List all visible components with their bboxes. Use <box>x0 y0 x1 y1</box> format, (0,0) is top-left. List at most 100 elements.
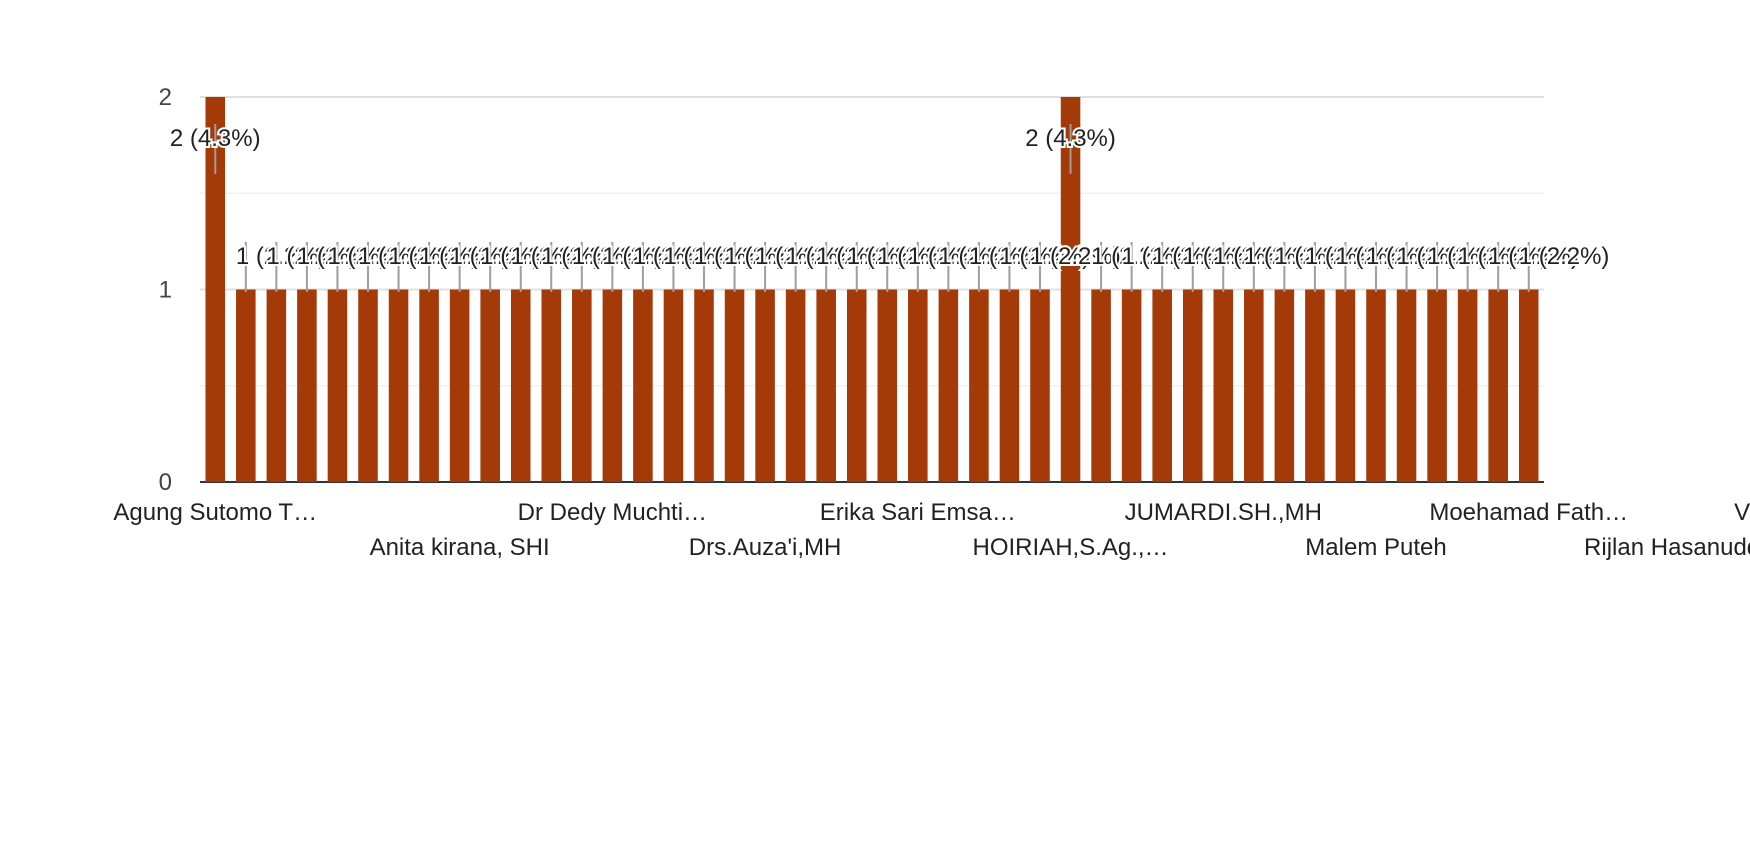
data-label: 1 (2.2%) <box>908 243 999 270</box>
bar <box>1305 289 1325 482</box>
bar <box>1457 289 1478 482</box>
data-label: 1 (2.2%) <box>1458 243 1549 270</box>
data-label: 1 (2.2%) <box>847 243 938 270</box>
bar <box>1396 289 1417 482</box>
bar <box>205 97 226 482</box>
bar <box>1366 289 1386 482</box>
data-label: 1 (2.2%) <box>877 243 968 270</box>
y-tick-label: 1 <box>159 277 172 304</box>
data-label: 1 (2.2%) <box>1397 243 1488 270</box>
data-label: 1 (2.2%) <box>266 243 357 270</box>
y-tick-label: 0 <box>159 469 172 496</box>
bar <box>388 289 409 482</box>
data-label: 1 (2.2%) <box>236 243 327 270</box>
x-axis-categories: Agung Sutomo T… Anita kirana, SHI Dr Dedy … <box>113 499 1750 561</box>
bar <box>1152 289 1172 482</box>
x-category-label: Moehamad Fath… <box>1429 499 1628 526</box>
bar <box>1030 289 1050 482</box>
data-label: 1 (2.2%) <box>1183 243 1274 270</box>
x-category-label: JUMARDI.SH.,MH <box>1125 499 1322 526</box>
x-category-label: Agung Sutomo T… <box>113 499 317 526</box>
data-label: 1 (2.2%) <box>511 243 602 270</box>
data-label: 1 (2.2%) <box>663 243 754 270</box>
bar <box>1060 97 1081 482</box>
bar <box>1121 289 1142 482</box>
data-label: 1 (2.2%) <box>1305 243 1396 270</box>
x-category-label: Drs.Auza'i,MH <box>689 534 842 561</box>
bar <box>663 289 684 482</box>
bar <box>419 289 439 482</box>
data-label: 1 (2.2%) <box>786 243 877 270</box>
data-label: 1 (2.2%) <box>969 243 1060 270</box>
data-label: 1 (2.2%) <box>389 243 480 270</box>
bar <box>1427 289 1447 482</box>
bar <box>846 289 867 482</box>
data-label: 1 (2.2%) <box>725 243 816 270</box>
data-label: 1 (2.2%) <box>1122 243 1213 270</box>
bar <box>266 289 287 482</box>
bar <box>969 289 989 482</box>
bar <box>297 289 317 482</box>
data-label: 1 (2.2%) <box>1091 243 1182 270</box>
bar <box>1518 289 1539 482</box>
data-label: 1 (2.2%) <box>1366 243 1457 270</box>
bar <box>480 289 500 482</box>
bar <box>694 289 714 482</box>
data-label: 1 (2.2%) <box>358 243 449 270</box>
data-label: 1 (2.2%) <box>999 243 1090 270</box>
data-label: 1 (2.2%) <box>419 243 510 270</box>
bars <box>205 97 1539 482</box>
bar <box>1335 289 1356 482</box>
bar <box>633 289 653 482</box>
data-label: 1 (2.2%) <box>1213 243 1304 270</box>
bar <box>449 289 470 482</box>
bar <box>358 289 378 482</box>
data-label: 1 (2.2%) <box>1427 243 1518 270</box>
data-label: 1 (2.2%) <box>816 243 907 270</box>
bar <box>785 289 806 482</box>
bar <box>1091 289 1111 482</box>
bar <box>816 289 836 482</box>
data-label: 1 (2.2%) <box>572 243 663 270</box>
bar <box>908 289 928 482</box>
bar <box>1274 289 1295 482</box>
data-label: 1 (2.2%) <box>755 243 846 270</box>
bar <box>602 289 623 482</box>
x-category-label: Dr Dedy Muchti… <box>518 499 707 526</box>
bar <box>236 289 256 482</box>
bar <box>1244 289 1264 482</box>
bar <box>572 289 592 482</box>
bar <box>510 289 531 482</box>
bar <box>755 289 775 482</box>
data-label: 1 (2.2%) <box>1274 243 1365 270</box>
y-tick-label: 2 <box>159 84 172 111</box>
bar <box>327 289 348 482</box>
data-label: 1 (2.2%) <box>297 243 388 270</box>
data-label: 1 (2.2%) <box>938 243 1029 270</box>
data-label: 1 (2.2%) <box>602 243 693 270</box>
data-label: 1 (2.2%) <box>1244 243 1335 270</box>
x-category-label: Erika Sari Emsa… <box>820 499 1016 526</box>
bar <box>541 289 562 482</box>
bar <box>724 289 745 482</box>
data-label: 2 (4.3%) <box>1025 125 1116 152</box>
bar <box>1182 289 1203 482</box>
x-category-label: HOIRIAH,S.Ag.,… <box>973 534 1169 561</box>
data-label: 2 (4.3%) <box>170 125 261 152</box>
data-label: 1 (2.2%) <box>1152 243 1243 270</box>
data-label: 1 (2.2%) <box>541 243 632 270</box>
data-label: 1 (2.2%) <box>633 243 724 270</box>
data-label: 1 (2.2%) <box>1335 243 1426 270</box>
bar <box>1488 289 1508 482</box>
x-category-label: Vctor togi rumah… <box>1734 499 1750 526</box>
x-category-label: Anita kirana, SHI <box>370 534 550 561</box>
data-label: 1 (2.2%) <box>480 243 571 270</box>
x-category-label: Malem Puteh <box>1305 534 1446 561</box>
bar <box>938 289 959 482</box>
bar <box>877 289 898 482</box>
data-label: 1 (2.2%) <box>1030 243 1121 270</box>
data-labels: 2 (4.3%)1 (2.2%)1 (2.2%)1 (2.2%)1 (2.2%)… <box>168 123 1611 292</box>
bar <box>1213 289 1234 482</box>
y-axis-ticks: 0 1 2 <box>159 84 172 496</box>
